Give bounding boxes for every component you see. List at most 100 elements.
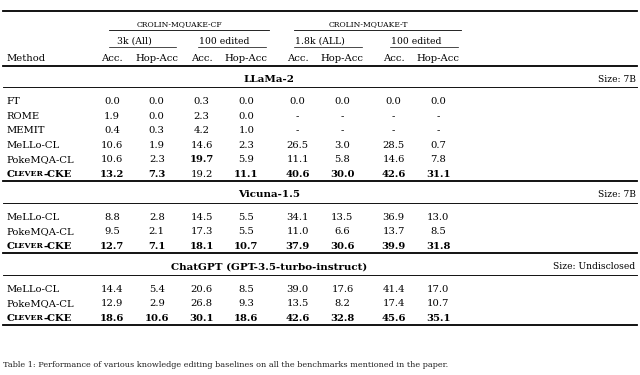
Text: 0.0: 0.0 bbox=[239, 112, 254, 121]
Text: 0.7: 0.7 bbox=[431, 141, 446, 150]
Text: -: - bbox=[392, 112, 396, 121]
Text: 0.0: 0.0 bbox=[104, 98, 120, 106]
Text: Size: 7B: Size: 7B bbox=[598, 190, 636, 199]
Text: 0.0: 0.0 bbox=[290, 98, 305, 106]
Text: 19.2: 19.2 bbox=[191, 170, 212, 179]
Text: 14.6: 14.6 bbox=[191, 141, 212, 150]
Text: FT: FT bbox=[6, 98, 20, 106]
Text: 42.6: 42.6 bbox=[285, 314, 310, 323]
Text: 1.0: 1.0 bbox=[239, 126, 255, 135]
Text: 18.1: 18.1 bbox=[189, 242, 214, 251]
Text: C: C bbox=[6, 242, 14, 251]
Text: 42.6: 42.6 bbox=[381, 170, 406, 179]
Text: 7.8: 7.8 bbox=[431, 155, 446, 164]
Text: C: C bbox=[6, 314, 14, 323]
Text: LEVER: LEVER bbox=[13, 242, 44, 250]
Text: 13.7: 13.7 bbox=[383, 227, 404, 236]
Text: MeLLo-CL: MeLLo-CL bbox=[6, 141, 60, 150]
Text: 9.5: 9.5 bbox=[104, 227, 120, 236]
Text: 17.0: 17.0 bbox=[428, 285, 449, 294]
Text: 32.8: 32.8 bbox=[330, 314, 355, 323]
Text: 17.6: 17.6 bbox=[332, 285, 353, 294]
Text: 13.0: 13.0 bbox=[428, 213, 449, 222]
Text: 41.4: 41.4 bbox=[382, 285, 405, 294]
Text: MEMIT: MEMIT bbox=[6, 126, 45, 135]
Text: 18.6: 18.6 bbox=[234, 314, 259, 323]
Text: 5.4: 5.4 bbox=[149, 285, 165, 294]
Text: 0.0: 0.0 bbox=[431, 98, 446, 106]
Text: 0.0: 0.0 bbox=[239, 98, 254, 106]
Text: 19.7: 19.7 bbox=[189, 155, 214, 164]
Text: 5.5: 5.5 bbox=[239, 227, 254, 236]
Text: 14.4: 14.4 bbox=[100, 285, 124, 294]
Text: LLaMa-2: LLaMa-2 bbox=[243, 75, 294, 84]
Text: 35.1: 35.1 bbox=[426, 314, 451, 323]
Text: Hop-Acc: Hop-Acc bbox=[417, 54, 460, 63]
Text: 0.0: 0.0 bbox=[149, 98, 164, 106]
Text: -: - bbox=[340, 126, 344, 135]
Text: 9.3: 9.3 bbox=[239, 299, 254, 308]
Text: Acc.: Acc. bbox=[383, 54, 404, 63]
Text: 17.4: 17.4 bbox=[382, 299, 405, 308]
Text: Acc.: Acc. bbox=[287, 54, 308, 63]
Text: 11.1: 11.1 bbox=[234, 170, 259, 179]
Text: 3k (All): 3k (All) bbox=[117, 37, 152, 46]
Text: ChatGPT (GPT-3.5-turbo-instruct): ChatGPT (GPT-3.5-turbo-instruct) bbox=[171, 262, 367, 271]
Text: 20.6: 20.6 bbox=[191, 285, 212, 294]
Text: 39.0: 39.0 bbox=[287, 285, 308, 294]
Text: 10.7: 10.7 bbox=[428, 299, 449, 308]
Text: 11.1: 11.1 bbox=[286, 155, 309, 164]
Text: -: - bbox=[296, 112, 300, 121]
Text: -: - bbox=[340, 112, 344, 121]
Text: 7.3: 7.3 bbox=[148, 170, 166, 179]
Text: 6.6: 6.6 bbox=[335, 227, 350, 236]
Text: 31.8: 31.8 bbox=[426, 242, 451, 251]
Text: 31.1: 31.1 bbox=[426, 170, 451, 179]
Text: Hop-Acc: Hop-Acc bbox=[135, 54, 179, 63]
Text: LEVER: LEVER bbox=[13, 170, 44, 178]
Text: 10.7: 10.7 bbox=[234, 242, 259, 251]
Text: 0.0: 0.0 bbox=[335, 98, 350, 106]
Text: 11.0: 11.0 bbox=[286, 227, 309, 236]
Text: 36.9: 36.9 bbox=[383, 213, 404, 222]
Text: MeLLo-CL: MeLLo-CL bbox=[6, 285, 60, 294]
Text: 8.2: 8.2 bbox=[335, 299, 350, 308]
Text: 0.0: 0.0 bbox=[386, 98, 401, 106]
Text: 3.0: 3.0 bbox=[335, 141, 350, 150]
Text: 39.9: 39.9 bbox=[381, 242, 406, 251]
Text: PokeMQA-CL: PokeMQA-CL bbox=[6, 227, 74, 236]
Text: 2.8: 2.8 bbox=[149, 213, 164, 222]
Text: CROLIN-MQUAKE-CF: CROLIN-MQUAKE-CF bbox=[136, 20, 222, 28]
Text: 13.5: 13.5 bbox=[287, 299, 308, 308]
Text: 0.3: 0.3 bbox=[194, 98, 209, 106]
Text: Method: Method bbox=[6, 54, 45, 63]
Text: -CKE: -CKE bbox=[44, 170, 72, 179]
Text: -: - bbox=[296, 126, 300, 135]
Text: 2.9: 2.9 bbox=[149, 299, 164, 308]
Text: -: - bbox=[436, 126, 440, 135]
Text: 1.8k (ALL): 1.8k (ALL) bbox=[295, 37, 345, 46]
Text: 45.6: 45.6 bbox=[381, 314, 406, 323]
Text: 10.6: 10.6 bbox=[101, 141, 123, 150]
Text: 14.6: 14.6 bbox=[383, 155, 404, 164]
Text: 0.0: 0.0 bbox=[149, 112, 164, 121]
Text: 2.1: 2.1 bbox=[149, 227, 165, 236]
Text: 2.3: 2.3 bbox=[194, 112, 209, 121]
Text: Acc.: Acc. bbox=[191, 54, 212, 63]
Text: Hop-Acc: Hop-Acc bbox=[225, 54, 268, 63]
Text: Size: 7B: Size: 7B bbox=[598, 75, 636, 84]
Text: Acc.: Acc. bbox=[101, 54, 123, 63]
Text: 28.5: 28.5 bbox=[383, 141, 404, 150]
Text: 5.9: 5.9 bbox=[239, 155, 254, 164]
Text: CROLIN-MQUAKE-T: CROLIN-MQUAKE-T bbox=[328, 20, 408, 28]
Text: 5.5: 5.5 bbox=[239, 213, 254, 222]
Text: 18.6: 18.6 bbox=[100, 314, 124, 323]
Text: 8.5: 8.5 bbox=[431, 227, 446, 236]
Text: 30.6: 30.6 bbox=[330, 242, 355, 251]
Text: 13.2: 13.2 bbox=[100, 170, 124, 179]
Text: 26.8: 26.8 bbox=[191, 299, 212, 308]
Text: 5.8: 5.8 bbox=[335, 155, 350, 164]
Text: Table 1: Performance of various knowledge editing baselines on all the benchmark: Table 1: Performance of various knowledg… bbox=[3, 361, 449, 369]
Text: 0.3: 0.3 bbox=[149, 126, 164, 135]
Text: 100 edited: 100 edited bbox=[199, 37, 249, 46]
